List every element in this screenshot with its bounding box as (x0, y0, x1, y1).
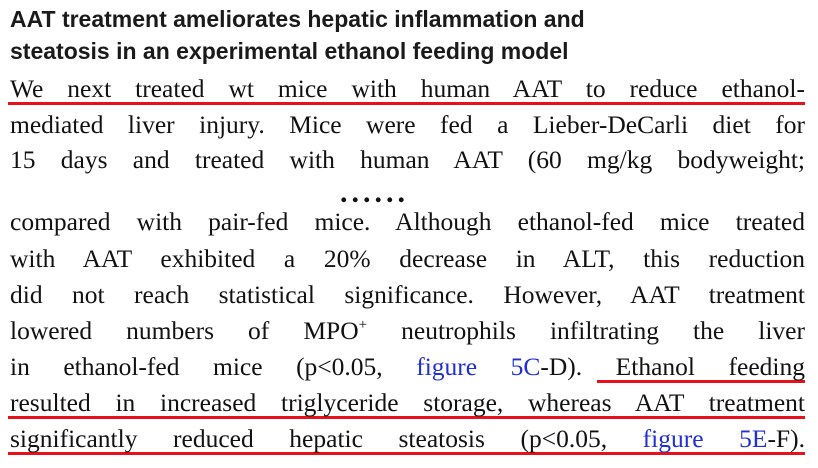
text-run: significantly reduced hepatic steatosis … (10, 424, 643, 453)
text-run: neutrophils infiltrating the liver (367, 316, 805, 345)
text-run: -D). Ethanol feeding (540, 352, 805, 381)
text-line: compared with pair-fed mice. Although et… (10, 207, 805, 241)
underline (8, 452, 805, 455)
text-run: -F). (767, 424, 805, 453)
underline (8, 102, 805, 105)
underline (8, 416, 805, 419)
text-line: resulted in increased triglyceride stora… (10, 388, 805, 422)
text-run: resulted in increased triglyceride stora… (10, 388, 805, 417)
text-line: lowered numbers of MPO+ neutrophils infi… (10, 316, 805, 350)
text-line: mediated liver injury. Mice were fed a L… (10, 110, 805, 144)
text-line: significantly reduced hepatic steatosis … (10, 424, 805, 458)
ellipsis: ...... (340, 176, 409, 209)
text-run: 15 days and treated with human AAT (60 m… (10, 145, 805, 174)
text-line: in ethanol-fed mice (p<0.05, figure 5C-D… (10, 352, 805, 386)
heading-line: steatosis in an experimental ethanol fee… (10, 38, 569, 64)
text-run: We next treated wt mice with human AAT t… (10, 74, 805, 103)
figure-link[interactable]: figure 5C (416, 352, 541, 381)
text-run: lowered numbers of MPO (10, 316, 359, 345)
superscript: + (358, 317, 368, 333)
underline (597, 380, 805, 383)
text-run: mediated liver injury. Mice were fed a L… (10, 110, 805, 139)
text-run: did not reach statistical significance. … (10, 280, 805, 309)
text-run: compared with pair-fed mice. Although et… (10, 207, 805, 236)
figure-link[interactable]: figure 5E (642, 424, 768, 453)
heading-line: AAT treatment ameliorates hepatic inflam… (10, 6, 585, 32)
text-line: 15 days and treated with human AAT (60 m… (10, 145, 805, 179)
text-line: did not reach statistical significance. … (10, 280, 805, 314)
text-run: in ethanol-fed mice (p<0.05, (10, 352, 417, 381)
text-run: with AAT exhibited a 20% decrease in ALT… (10, 244, 805, 273)
text-line: with AAT exhibited a 20% decrease in ALT… (10, 244, 805, 278)
text-line: We next treated wt mice with human AAT t… (10, 74, 805, 108)
